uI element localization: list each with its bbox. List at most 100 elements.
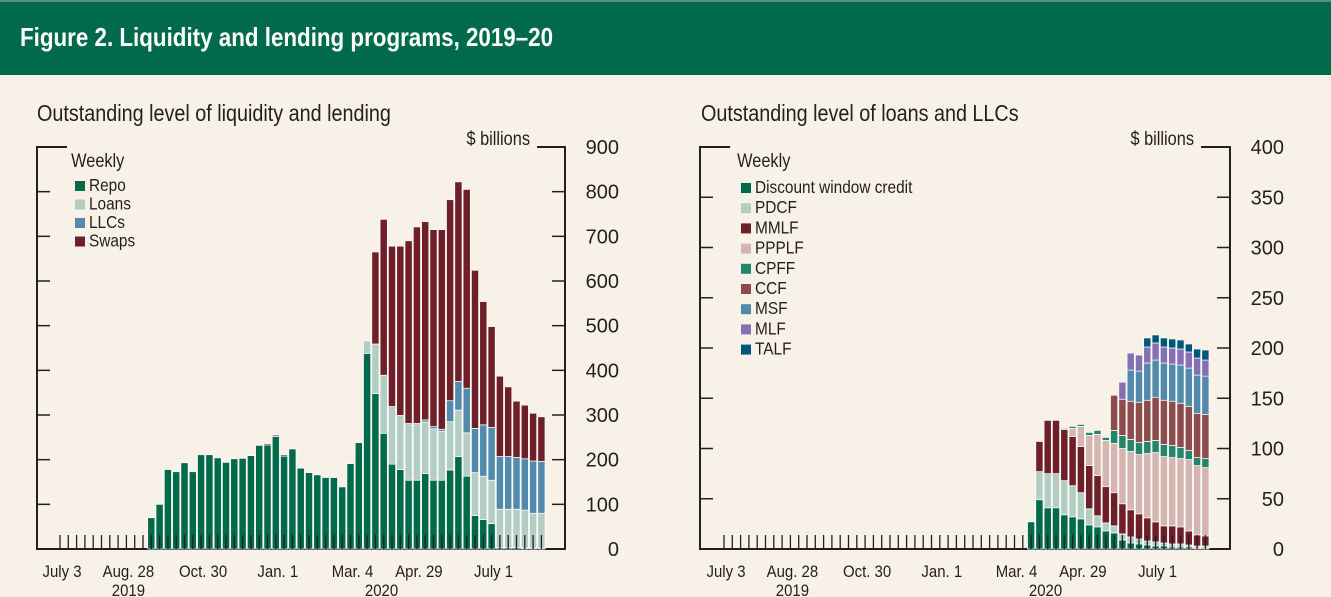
chart2-legend-label: PPPLF [755, 239, 804, 258]
chart2-bar-ccf [1151, 396, 1160, 441]
chart2-bar-talf [1159, 337, 1168, 348]
chart2-bar-mlf [1126, 352, 1135, 371]
chart2-y-tick-label: 0 [1273, 539, 1284, 561]
chart2-bar-msf [1126, 369, 1135, 402]
chart2-bar-pdcf [1052, 473, 1060, 509]
chart1-x-tick-label: Aug. 28 [103, 563, 155, 581]
chart2-bar-mlf [1151, 342, 1160, 361]
chart2-legend-swatch [741, 203, 751, 214]
chart1-bar-repo [271, 436, 280, 550]
chart2-bar-cpff [1101, 437, 1110, 441]
chart2-bar-mmlf [1110, 492, 1119, 527]
chart2-bar-cpff [1159, 444, 1168, 457]
chart1-bar-loans [388, 406, 396, 465]
chart2-x-tick-label: July 1 [1138, 563, 1177, 581]
chart2-bar-talf [1201, 349, 1210, 361]
chart1-legend-label: Swaps [89, 232, 135, 251]
figure-title: Figure 2. Liquidity and lending programs… [20, 22, 554, 52]
chart2-bar-cpff [1143, 441, 1152, 454]
chart1-bar-llcs [537, 461, 546, 514]
chart1-bar-llcs [471, 428, 479, 473]
chart2-bar-mlf [1176, 348, 1185, 366]
chart1-bar-loans [437, 431, 446, 481]
chart2-legend-title: Weekly [737, 150, 790, 171]
chart1-bar-swaps [429, 229, 438, 427]
chart2-bar-msf [1168, 363, 1177, 402]
chart2-bar-pdcf [1093, 515, 1102, 528]
chart1-bar-loans [471, 472, 479, 516]
chart2-bar-mmlf [1085, 465, 1094, 510]
chart1-bar-llcs [529, 460, 538, 514]
chart2-y-tick-label: 350 [1251, 187, 1284, 209]
chart2-bar-mlf [1143, 346, 1152, 364]
chart1-y-tick-label: 100 [586, 494, 619, 516]
chart2-y-tick-label: 50 [1262, 489, 1284, 511]
chart2-bar-cpff [1118, 435, 1127, 449]
chart2-bar-msf [1135, 370, 1143, 403]
chart1-bar-swaps [396, 245, 405, 416]
chart2-bar-talf [1143, 337, 1152, 348]
chart2-y-axis-label: $ billions [1130, 128, 1194, 149]
chart2-bar-ccf [1168, 400, 1177, 446]
chart2-bar-cpff [1201, 458, 1210, 468]
chart2-bar-msf [1193, 374, 1202, 414]
chart2-bar-ppplf [1126, 451, 1135, 511]
chart1-bar-loans [479, 475, 488, 520]
chart2-legend-swatch [741, 263, 751, 274]
chart2-bar-mmlf [1052, 420, 1060, 474]
chart1-y-axis-label: $ billions [466, 128, 530, 149]
chart2-bar-ccf [1126, 400, 1135, 440]
chart2-legend-swatch [741, 344, 751, 355]
chart1-bar-swaps [487, 326, 496, 428]
chart2-y-tick-label: 300 [1251, 238, 1284, 260]
chart1-bar-loans [421, 421, 430, 474]
chart2-x-year-label: 2020 [1029, 582, 1062, 597]
chart2-legend-label: MLF [755, 320, 786, 339]
chart1-y-tick-label: 400 [586, 360, 619, 382]
chart1-title: Outstanding level of liquidity and lendi… [37, 101, 391, 127]
chart1-bar-swaps [437, 229, 446, 430]
chart1-x-year-label: 2019 [112, 582, 145, 597]
chart2-bar-ppplf [1201, 467, 1210, 537]
chart1-bar-swaps [412, 226, 421, 424]
chart2-bar-pdcf [1110, 525, 1119, 534]
chart2-bar-talf [1193, 348, 1202, 359]
chart2-legend-label: Discount window credit [755, 178, 913, 197]
chart2-bar-cpff [1060, 428, 1069, 430]
chart2-bar-ccf [1184, 405, 1193, 451]
chart2-x-tick-label: Aug. 28 [767, 563, 819, 581]
chart2-x-tick-label: Mar. 4 [996, 563, 1038, 581]
chart2-bar-ppplf [1159, 456, 1168, 527]
chart1-bar-llcs [487, 427, 496, 481]
chart1-bar-loans [429, 428, 438, 481]
chart2-bar-mmlf [1126, 509, 1135, 538]
chart2-bar-mmlf [1076, 446, 1085, 494]
chart2-bar-ppplf [1151, 452, 1160, 523]
chart1-y-tick-label: 0 [608, 539, 619, 561]
chart2-bar-ccf [1110, 394, 1119, 431]
chart2-bar-ccf [1159, 399, 1168, 445]
chart2-bar-mmlf [1043, 420, 1052, 474]
chart1-y-tick-label: 600 [586, 271, 619, 293]
chart1-x-tick-label: Jan. 1 [257, 563, 298, 581]
chart1-bar-repo [354, 442, 363, 550]
chart1-bar-repo [255, 445, 264, 550]
chart1-bar-llcs [520, 458, 529, 511]
chart2-bar-mlf [1184, 351, 1193, 369]
chart1-bar-swaps [271, 434, 280, 437]
chart2-bar-ppplf [1093, 434, 1102, 476]
chart1-y-tick-label: 200 [586, 450, 619, 472]
chart1-bar-repo [263, 444, 272, 550]
chart2-bar-ccf [1135, 401, 1143, 443]
chart2-bar-mlf [1135, 354, 1143, 372]
chart1-bar-swaps [495, 375, 504, 457]
chart1-bar-swaps [504, 386, 513, 457]
chart2-x-tick-label: Jan. 1 [921, 563, 962, 581]
chart1-bar-swaps [537, 416, 546, 462]
chart-2: Outstanding level of loans and LLCs $ bil… [699, 101, 1284, 597]
chart2-bar-cpff [1126, 439, 1135, 452]
chart2-bar-msf [1151, 359, 1160, 398]
chart1-bar-loans [396, 415, 405, 470]
chart2-bar-ppplf [1101, 440, 1110, 488]
chart2-bar-msf [1159, 362, 1168, 401]
